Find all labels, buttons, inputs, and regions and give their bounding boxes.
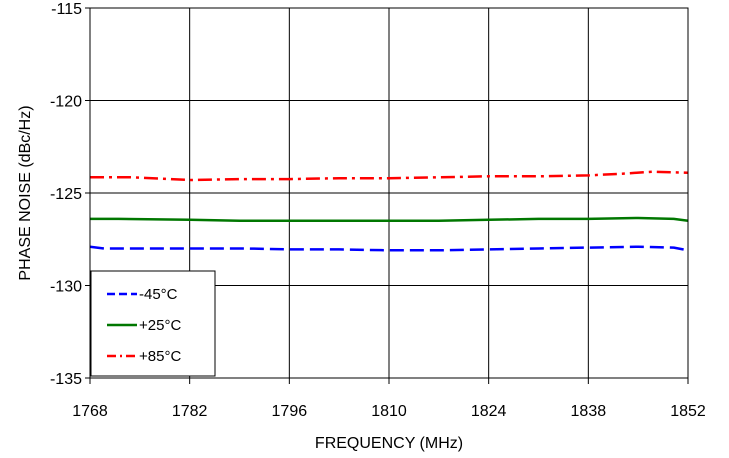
legend: -45°C +25°C +85°C [90, 270, 216, 377]
legend-label: -45°C [139, 286, 178, 303]
legend-label: +85°C [139, 348, 181, 365]
y-axis-title: PHASE NOISE (dBc/Hz) [17, 105, 34, 280]
x-tick-label: 1768 [72, 403, 108, 420]
x-tick-label: 1810 [371, 403, 407, 420]
series-line-2 [90, 216, 689, 222]
series-line-3 [90, 170, 689, 182]
x-axis-title: FREQUENCY (MHz) [315, 435, 463, 452]
series-line-1 [89, 245, 689, 252]
x-tick-label: 1782 [172, 403, 208, 420]
legend-box [90, 270, 216, 377]
x-tick-label: 1796 [272, 403, 308, 420]
y-tick-label: -130 [50, 279, 82, 296]
legend-label: +25°C [139, 317, 181, 334]
x-tick-label: 1824 [471, 403, 507, 420]
x-tick-label: 1852 [670, 403, 706, 420]
y-tick-label: -115 [51, 1, 82, 18]
grid [90, 8, 688, 378]
y-tick-label: -120 [50, 94, 82, 111]
series-lines [89, 170, 689, 252]
axes: 1768 1782 1796 1810 1824 1838 1852 -115 -120 -125… [50, 1, 706, 420]
y-tick-label: -135 [50, 371, 82, 388]
y-tick-label: -125 [50, 186, 82, 203]
x-tick-label: 1838 [571, 403, 607, 420]
